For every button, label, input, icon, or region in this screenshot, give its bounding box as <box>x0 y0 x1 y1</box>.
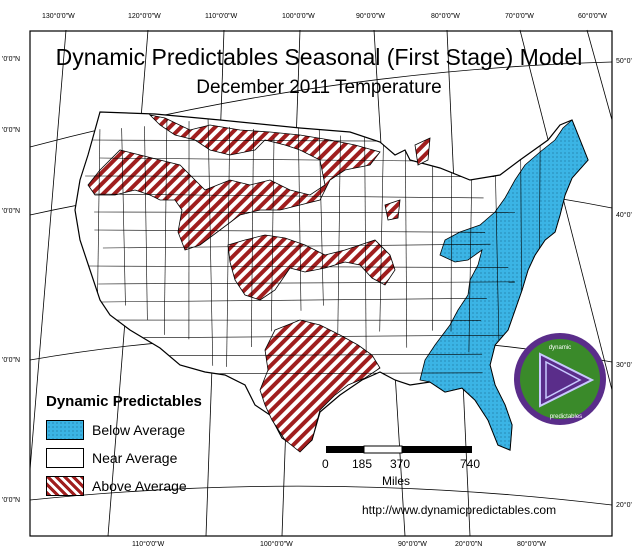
svg-text:predictables: predictables <box>550 414 582 420</box>
county-line <box>97 129 101 309</box>
map-frame <box>29 30 613 537</box>
legend-swatch-below <box>46 420 84 440</box>
us-map <box>74 111 589 453</box>
graticule-label-bottom: 20°0'0"N <box>455 541 483 548</box>
website-url[interactable]: http://www.dynamicpredictables.com <box>362 503 557 517</box>
scale-bar-graphic <box>326 445 472 454</box>
legend-item-above: Above Average <box>46 472 236 500</box>
graticule-label-top: 130°0'0"W <box>42 13 75 20</box>
graticule-label-right: 50°0' <box>616 58 632 65</box>
graticule-label-bottom: 100°0'0"W <box>260 541 293 548</box>
scale-label: 740 <box>460 457 481 471</box>
scale-label: 0 <box>322 457 329 471</box>
county-line <box>337 135 341 333</box>
svg-text:dynamic: dynamic <box>549 345 571 351</box>
legend-item-near: Near Average <box>46 444 236 472</box>
county-line <box>98 281 515 285</box>
graticule-label-right: 40°0' <box>616 212 632 219</box>
above-average-region-central <box>227 234 396 301</box>
county-line <box>318 124 324 306</box>
county-line <box>251 129 254 348</box>
graticule-label-left: '0'0"N <box>2 357 20 364</box>
county-line <box>163 119 168 335</box>
above-average-region-south <box>259 319 381 453</box>
graticule-label-left: '0'0"N <box>2 208 20 215</box>
county-line <box>364 126 367 354</box>
county-line <box>102 243 491 249</box>
graticule-label-bottom: 90°0'0"W <box>398 541 427 548</box>
graticule-label-top: 100°0'0"W <box>282 13 315 20</box>
county-line <box>93 193 484 199</box>
legend-swatch-above <box>46 476 84 496</box>
county-line <box>88 265 509 268</box>
county-line <box>297 124 302 311</box>
legend-swatch-near <box>46 448 84 468</box>
above-average-region-minor <box>384 199 401 221</box>
county-line <box>121 128 126 306</box>
legend-label-near: Near Average <box>92 450 178 466</box>
graticule-label-top: 70°0'0"W <box>505 13 534 20</box>
graticule-label-bottom: 80°0'0"W <box>517 541 546 548</box>
graticule-label-right: 30°0' <box>616 362 632 369</box>
county-line <box>101 334 514 339</box>
legend-label-below: Below Average <box>92 422 186 438</box>
county-line <box>85 175 495 177</box>
graticule-label-right: 20°0' <box>616 502 632 509</box>
graticule-label-left: '0'0"N <box>2 497 20 504</box>
scale-label: 185 <box>352 457 373 471</box>
county-line <box>101 297 487 303</box>
graticule-label-top: 60°0'0"W <box>578 13 607 20</box>
county-line <box>271 137 275 332</box>
above-average-region-north <box>87 114 381 251</box>
map-title: Dynamic Predictables Seasonal (First Sta… <box>55 44 583 70</box>
graticule-label-top: 80°0'0"W <box>431 13 460 20</box>
scale-label: 370 <box>390 457 411 471</box>
county-line <box>404 126 408 348</box>
county-line <box>379 122 385 332</box>
graticule-label-left: '0'0"N <box>2 127 20 134</box>
scale-unit: Miles <box>382 474 411 488</box>
map-subtitle: December 2011 Temperature <box>196 77 442 98</box>
legend-label-above: Above Average <box>92 478 187 494</box>
graticule-label-left: '0'0"N <box>2 56 20 63</box>
graticule-label-bottom: 110°0'0"W <box>132 541 165 548</box>
legend-item-below: Below Average <box>46 416 236 444</box>
legend-title: Dynamic Predictables <box>46 393 202 410</box>
graticule-label-top: 90°0'0"W <box>356 13 385 20</box>
county-line <box>94 211 515 213</box>
logo: dynamic predictables <box>514 333 606 425</box>
county-line <box>94 229 486 233</box>
above-average-region-mi <box>414 137 431 166</box>
below-average-region-east <box>419 119 589 451</box>
graticule-label-top: 110°0'0"W <box>205 13 238 20</box>
legend: Dynamic Predictables Below Average Near … <box>46 393 236 500</box>
county-line <box>207 118 214 366</box>
graticule-label-top: 120°0'0"W <box>128 13 161 20</box>
